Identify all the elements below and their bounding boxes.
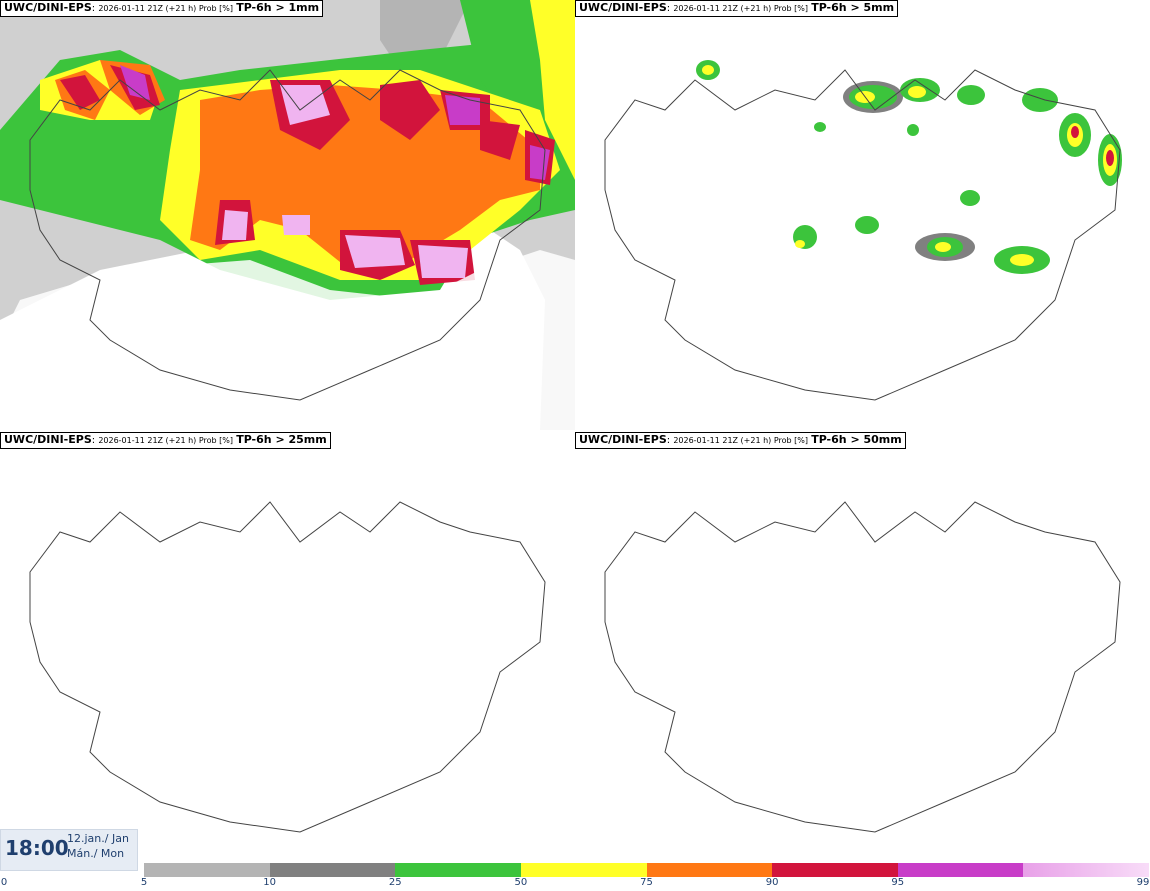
legend-swatch bbox=[520, 863, 647, 877]
legend-swatch bbox=[269, 863, 396, 877]
legend-label: 0 bbox=[0, 877, 8, 888]
legend-swatch bbox=[1023, 863, 1149, 877]
legend-label: 5 bbox=[140, 877, 148, 888]
map-panel-50mm: UWC/DINI-EPS: 2026-01-11 21Z (+21 h) Pro… bbox=[575, 432, 1150, 862]
precip-probability-map-25mm bbox=[29, 501, 546, 833]
panel-title: UWC/DINI-EPS: 2026-01-11 21Z (+21 h) Pro… bbox=[575, 0, 899, 17]
legend-swatch bbox=[897, 863, 1024, 877]
legend-label: 75 bbox=[640, 877, 653, 888]
legend-swatch bbox=[646, 863, 773, 877]
panel-title: UWC/DINI-EPS: 2026-01-11 21Z (+21 h) Pro… bbox=[575, 432, 906, 449]
legend-swatch bbox=[772, 863, 898, 877]
precip-probability-map-5mm bbox=[604, 60, 1122, 401]
map-panel-5mm: UWC/DINI-EPS: 2026-01-11 21Z (+21 h) Pro… bbox=[575, 0, 1150, 430]
color-legend bbox=[144, 863, 1149, 877]
precip-probability-map-50mm bbox=[604, 501, 1121, 833]
valid-date: 12.jan./ Jan bbox=[67, 832, 129, 845]
panel-title: UWC/DINI-EPS: 2026-01-11 21Z (+21 h) Pro… bbox=[0, 0, 324, 17]
legend-label: 95 bbox=[891, 877, 905, 888]
precip-probability-map-1mm bbox=[0, 0, 575, 430]
legend-label: 10 bbox=[263, 877, 276, 888]
legend-swatch bbox=[395, 863, 521, 877]
legend-label: 99 bbox=[1136, 877, 1150, 888]
legend-swatch bbox=[144, 863, 270, 877]
valid-time-box: 18:00 12.jan./ Jan Mán./ Mon bbox=[0, 829, 138, 871]
legend-label: 50 bbox=[514, 877, 528, 888]
valid-weekday: Mán./ Mon bbox=[67, 847, 125, 860]
legend-label: 25 bbox=[388, 877, 402, 888]
panel-title: UWC/DINI-EPS: 2026-01-11 21Z (+21 h) Pro… bbox=[0, 432, 331, 449]
legend-label: 90 bbox=[765, 877, 779, 888]
map-panel-1mm: UWC/DINI-EPS: 2026-01-11 21Z (+21 h) Pro… bbox=[0, 0, 575, 430]
valid-time: 18:00 bbox=[5, 836, 69, 860]
map-panel-25mm: UWC/DINI-EPS: 2026-01-11 21Z (+21 h) Pro… bbox=[0, 432, 575, 862]
